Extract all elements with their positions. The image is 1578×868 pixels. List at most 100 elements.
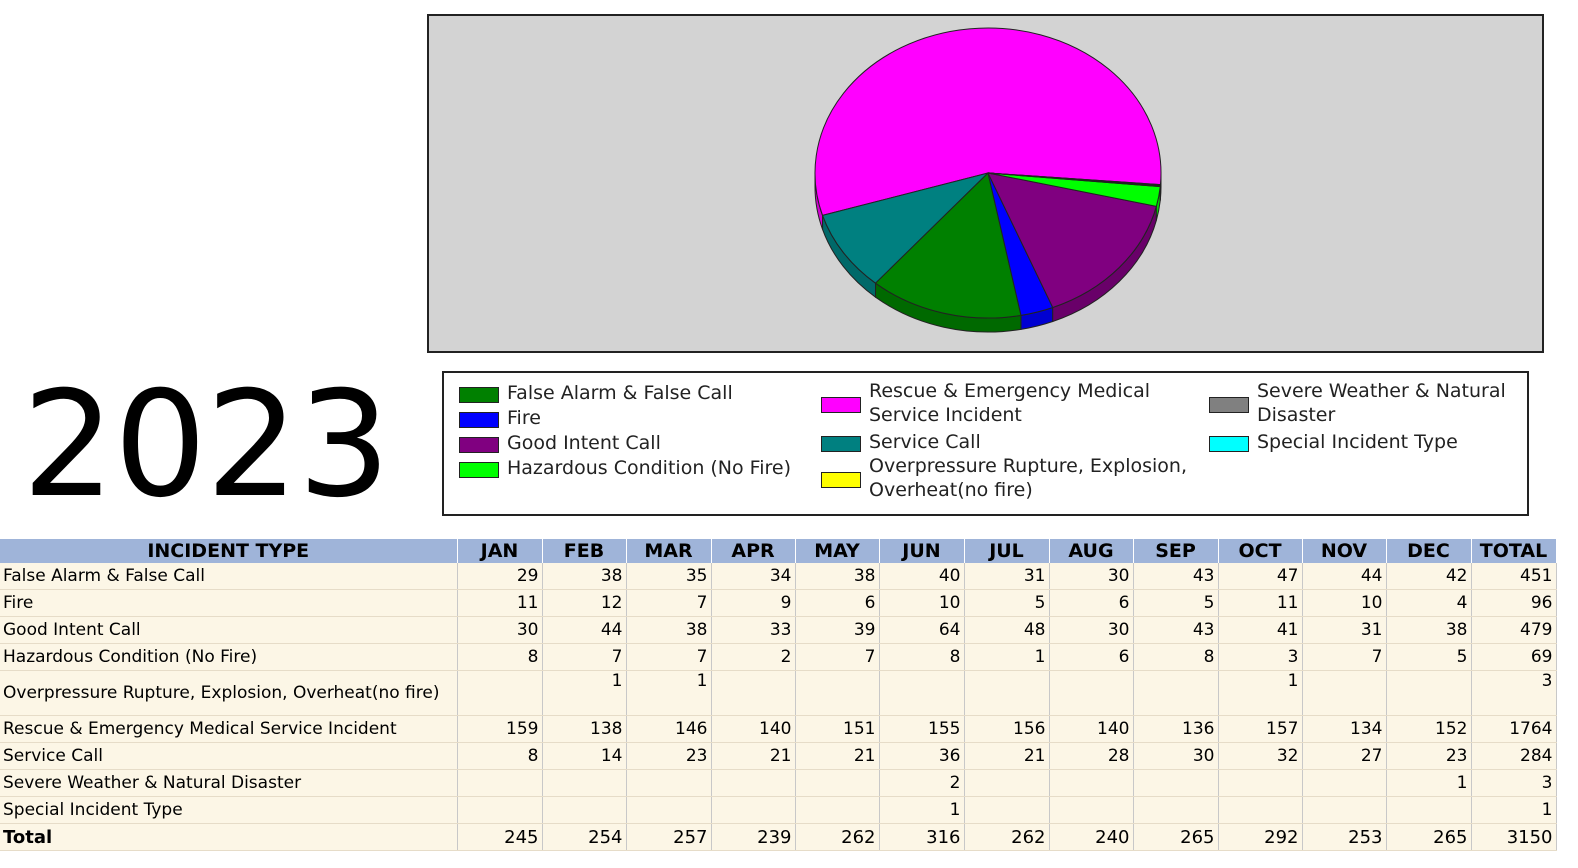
- table-cell: 32: [1218, 742, 1303, 770]
- column-header: INCIDENT TYPE: [0, 539, 458, 563]
- column-header: APR: [711, 539, 796, 563]
- table-cell: 6: [1049, 589, 1134, 617]
- table-cell: 3: [1471, 769, 1557, 797]
- total-cell: 240: [1049, 823, 1134, 851]
- table-cell: 36: [879, 742, 965, 770]
- table-cell: 1764: [1471, 715, 1557, 743]
- table-cell: 1: [1218, 670, 1303, 716]
- table-cell: [1133, 769, 1219, 797]
- table-cell: [964, 670, 1050, 716]
- table-cell: 31: [1302, 616, 1387, 644]
- table-cell: 11: [1218, 589, 1303, 617]
- table-cell: 38: [1386, 616, 1472, 644]
- legend-item-special-incident: Special Incident Type: [1209, 430, 1509, 454]
- column-header: JAN: [457, 539, 543, 563]
- legend-item-severe-weather: Severe Weather & Natural Disaster: [1209, 379, 1509, 427]
- column-header: DEC: [1386, 539, 1472, 563]
- table-cell: 3: [1218, 643, 1303, 671]
- pie-chart: [814, 27, 1162, 333]
- column-header: MAR: [626, 539, 712, 563]
- legend-label: Special Incident Type: [1257, 431, 1458, 453]
- total-cell: 257: [626, 823, 712, 851]
- table-cell: 21: [964, 742, 1050, 770]
- table-cell: 28: [1049, 742, 1134, 770]
- header-row: INCIDENT TYPE JAN FEB MAR APR MAY JUN JUL AUG SEP…: [0, 539, 1557, 563]
- table-cell: 8: [879, 643, 965, 671]
- table-cell: 146: [626, 715, 712, 743]
- total-cell: 239: [711, 823, 796, 851]
- table-body: False Alarm & False Call 29 38 35 34 38 40 31 30…: [0, 563, 1557, 851]
- table-cell: [457, 670, 543, 716]
- pie-slice-false-alarm-false-call: [874, 172, 1022, 319]
- table-cell: 30: [457, 616, 543, 644]
- table-cell: 1: [879, 796, 965, 824]
- legend-swatch: [459, 387, 499, 403]
- column-header: JUL: [964, 539, 1050, 563]
- table-cell: 7: [626, 643, 712, 671]
- table-cell: [1049, 670, 1134, 716]
- total-cell: 262: [795, 823, 880, 851]
- table-cell: [1133, 670, 1219, 716]
- legend-item-hazardous: Hazardous Condition (No Fire): [459, 456, 809, 480]
- table-cell: 33: [711, 616, 796, 644]
- table-cell: 140: [1049, 715, 1134, 743]
- table-cell: [1302, 769, 1387, 797]
- legend-item-rescue-ems: Rescue & Emergency Medical Service Incid…: [821, 379, 1151, 427]
- legend-label: Fire: [507, 407, 541, 429]
- total-cell: 253: [1302, 823, 1387, 851]
- legend-item-overpressure: Overpressure Rupture, Explosion, Overhea…: [821, 454, 1191, 502]
- table-cell: 155: [879, 715, 965, 743]
- table-cell: 69: [1471, 643, 1557, 671]
- row-label: False Alarm & False Call: [0, 563, 458, 590]
- table-cell: 30: [1049, 563, 1134, 590]
- legend-item-good-intent: Good Intent Call: [459, 431, 799, 455]
- table-row: Fire 11 12 7 9 6 10 5 6 5 11 10 4 96: [0, 589, 1557, 617]
- legend-swatch: [1209, 436, 1249, 452]
- table-cell: 29: [457, 563, 543, 590]
- row-label: Service Call: [0, 742, 458, 770]
- column-header: FEB: [542, 539, 627, 563]
- table-cell: 5: [1386, 643, 1472, 671]
- table-cell: 23: [1386, 742, 1472, 770]
- table-cell: 21: [795, 742, 880, 770]
- table-cell: 134: [1302, 715, 1387, 743]
- table-cell: [457, 796, 543, 824]
- table-cell: [457, 769, 543, 797]
- table-cell: 6: [795, 589, 880, 617]
- row-label: Special Incident Type: [0, 796, 458, 824]
- table-cell: 5: [1133, 589, 1219, 617]
- table-cell: 38: [795, 563, 880, 590]
- table-cell: 479: [1471, 616, 1557, 644]
- table-cell: [542, 769, 627, 797]
- table-cell: [795, 769, 880, 797]
- legend-label: Service Call: [869, 431, 981, 453]
- table-cell: 8: [457, 643, 543, 671]
- legend-label: False Alarm & False Call: [507, 382, 733, 404]
- total-cell: 3150: [1471, 823, 1557, 851]
- column-header: MAY: [795, 539, 880, 563]
- table-cell: 96: [1471, 589, 1557, 617]
- legend-swatch: [459, 462, 499, 478]
- table-cell: 44: [542, 616, 627, 644]
- table-cell: 152: [1386, 715, 1472, 743]
- column-header: AUG: [1049, 539, 1134, 563]
- total-cell: 265: [1133, 823, 1219, 851]
- chart-legend: False Alarm & False Call Fire Good Inten…: [442, 371, 1529, 516]
- table-cell: 44: [1302, 563, 1387, 590]
- legend-item-service-call: Service Call: [821, 430, 1151, 454]
- table-row: Service Call 8 14 23 21 21 36 21 28 30 32 27 23 284: [0, 742, 1557, 770]
- table-cell: 140: [711, 715, 796, 743]
- table-cell: 1: [964, 643, 1050, 671]
- table-cell: 34: [711, 563, 796, 590]
- table-cell: 42: [1386, 563, 1472, 590]
- table-cell: 2: [711, 643, 796, 671]
- table-cell: [711, 796, 796, 824]
- legend-label: Hazardous Condition (No Fire): [507, 457, 792, 479]
- table-cell: 30: [1133, 742, 1219, 770]
- pie-slice-rescue-emergency-medical-service-incident: [814, 27, 1162, 216]
- legend-label: Overpressure Rupture, Explosion, Overhea…: [869, 455, 1188, 501]
- table-row: Severe Weather & Natural Disaster 2 1 3: [0, 769, 1557, 797]
- table-cell: [879, 670, 965, 716]
- table-cell: 31: [964, 563, 1050, 590]
- table-cell: [1049, 796, 1134, 824]
